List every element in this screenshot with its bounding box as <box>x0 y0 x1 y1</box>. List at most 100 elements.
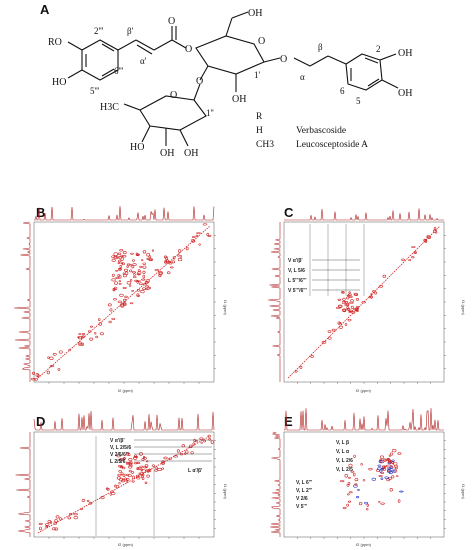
cross-peak <box>354 483 358 486</box>
cross-peak <box>387 468 390 472</box>
cross-peak <box>115 276 120 279</box>
peak-annotation: V, L α <box>336 449 350 455</box>
label-o-ester: O <box>185 44 192 55</box>
f1-axis-label-d: f1 (ppm) <box>223 484 228 500</box>
cross-peak <box>172 256 176 260</box>
cross-peak <box>389 452 394 456</box>
cross-peak <box>114 281 118 285</box>
label-n5: 5 <box>356 96 361 106</box>
cross-peak <box>195 234 199 237</box>
cross-peak <box>355 306 360 310</box>
cross-peak <box>361 301 366 304</box>
cross-peak <box>117 274 121 277</box>
cross-peak <box>30 377 36 381</box>
cross-peak <box>49 356 54 361</box>
left-projection-c <box>268 222 281 382</box>
cross-peak <box>68 348 71 352</box>
peak-annotation: V, L β <box>336 440 349 446</box>
cross-peak <box>118 280 121 283</box>
cross-peak <box>183 452 187 455</box>
cross-peak <box>177 254 180 257</box>
cross-peak <box>189 444 193 449</box>
left-projection-b <box>13 221 31 382</box>
cross-peak <box>394 464 398 468</box>
cross-peak <box>128 462 133 465</box>
cross-peak <box>123 457 126 460</box>
cross-peak <box>116 255 119 260</box>
cross-peak <box>393 469 398 473</box>
cross-peak <box>347 493 350 496</box>
cross-peak <box>192 442 196 446</box>
cross-peak <box>107 303 112 307</box>
cross-peak <box>57 368 61 371</box>
cross-peak <box>119 293 124 297</box>
cross-peak <box>163 456 168 460</box>
cross-peak <box>344 323 348 326</box>
cross-peak <box>49 521 53 524</box>
cross-peak <box>124 295 128 298</box>
cross-peak <box>388 460 393 464</box>
chemical-structure-drawing: RO HO 2''' β' α' 6''' 5''' O O OH O O OH… <box>48 8 412 159</box>
peak-annotation: V, L 5/6 <box>288 268 305 274</box>
cross-peak <box>377 464 382 467</box>
cross-peak <box>100 332 104 336</box>
cross-peak <box>310 355 314 358</box>
cross-peak <box>34 378 39 381</box>
cross-peak <box>32 371 36 375</box>
cross-peak <box>124 477 127 481</box>
cross-peak <box>161 467 165 470</box>
cross-peak <box>151 464 156 467</box>
cross-peak <box>100 495 105 500</box>
cross-peak <box>122 254 127 258</box>
cross-peak <box>78 341 82 345</box>
cross-peak <box>111 259 116 262</box>
cross-peak <box>146 287 150 291</box>
cross-peak <box>119 249 124 252</box>
cross-peak <box>144 481 148 484</box>
cross-peak <box>47 356 50 359</box>
cross-peak <box>141 476 145 481</box>
peak-annotation: L 2/5/6 <box>110 459 126 465</box>
cross-peak <box>130 252 134 255</box>
cross-peak <box>411 246 416 249</box>
cross-peak <box>387 467 392 470</box>
cross-peak <box>368 467 373 471</box>
cross-peak <box>348 309 354 313</box>
peak-annotation: V, L 2/5 <box>336 467 353 473</box>
cross-peak <box>378 459 383 464</box>
cross-peak <box>54 519 58 523</box>
cross-peak <box>117 300 123 304</box>
label-oh-rha-2: OH <box>160 148 174 159</box>
nmr-panel-c: V α'/β' V, L 5/6 L 5'''/6''' V 5'''/6''' <box>268 208 446 384</box>
cross-peak <box>414 251 417 255</box>
cross-peak <box>207 235 212 237</box>
cross-peak <box>131 289 134 292</box>
cross-peak <box>161 461 165 465</box>
cross-peak <box>98 318 101 322</box>
cross-peak <box>114 484 117 488</box>
left-projection-d <box>15 432 31 537</box>
peak-annotation: V, L 2/5/6 <box>110 445 131 451</box>
label-oh-c6: OH <box>248 8 262 19</box>
cross-peak <box>350 299 354 303</box>
cross-peak <box>127 474 132 478</box>
cross-peak <box>126 265 129 268</box>
cross-peak <box>115 485 120 489</box>
cross-peak <box>115 269 119 272</box>
legend-r-ch3: CH3 <box>256 140 274 150</box>
left-projection-e <box>270 431 281 537</box>
cross-peak <box>190 451 194 455</box>
panel-label-a: A <box>40 2 50 17</box>
cross-peak <box>389 488 393 492</box>
cross-peak <box>386 478 390 482</box>
cross-peak <box>166 271 171 275</box>
cross-peak <box>382 274 387 278</box>
cross-peak <box>129 461 133 464</box>
cross-peak <box>208 438 211 441</box>
cross-peak <box>362 479 366 482</box>
cross-peak <box>67 516 72 520</box>
cross-peak <box>53 521 57 525</box>
cross-peak <box>55 515 60 519</box>
cross-peak <box>350 470 355 473</box>
